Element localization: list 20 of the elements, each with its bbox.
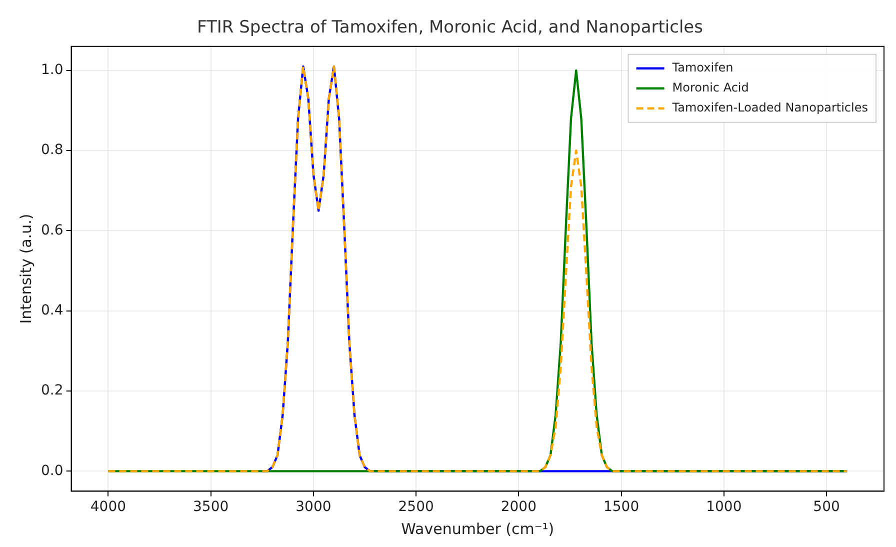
x-tick-label: 3000 [296,499,332,516]
chart-title: FTIR Spectra of Tamoxifen, Moronic Acid, and Nanoparticles [197,18,704,38]
y-tick-label: 0.4 [41,302,64,319]
legend-label: Tamoxifen-Loaded Nanoparticles [671,100,868,115]
y-tick-label: 0.6 [41,222,64,238]
x-axis-title: Wavenumber (cm⁻¹) [401,520,554,538]
legend-label: Moronic Acid [672,80,749,95]
y-tick-label: 0.8 [41,142,64,158]
y-tick-label: 0.2 [41,382,64,399]
x-tick-label: 4000 [90,499,126,516]
x-tick-label: 1000 [706,499,742,516]
x-tick-label: 1500 [603,499,640,516]
x-tick-label: 2000 [500,499,536,516]
x-tick-label: 500 [813,499,840,516]
y-axis-title: Intensity (a.u.) [16,214,35,324]
y-tick-label: 1.0 [41,62,64,78]
y-tick-label: 0.0 [41,462,64,479]
x-tick-label: 3500 [193,499,229,516]
x-tick-label: 2500 [398,499,434,516]
legend-label: Tamoxifen [671,60,734,75]
